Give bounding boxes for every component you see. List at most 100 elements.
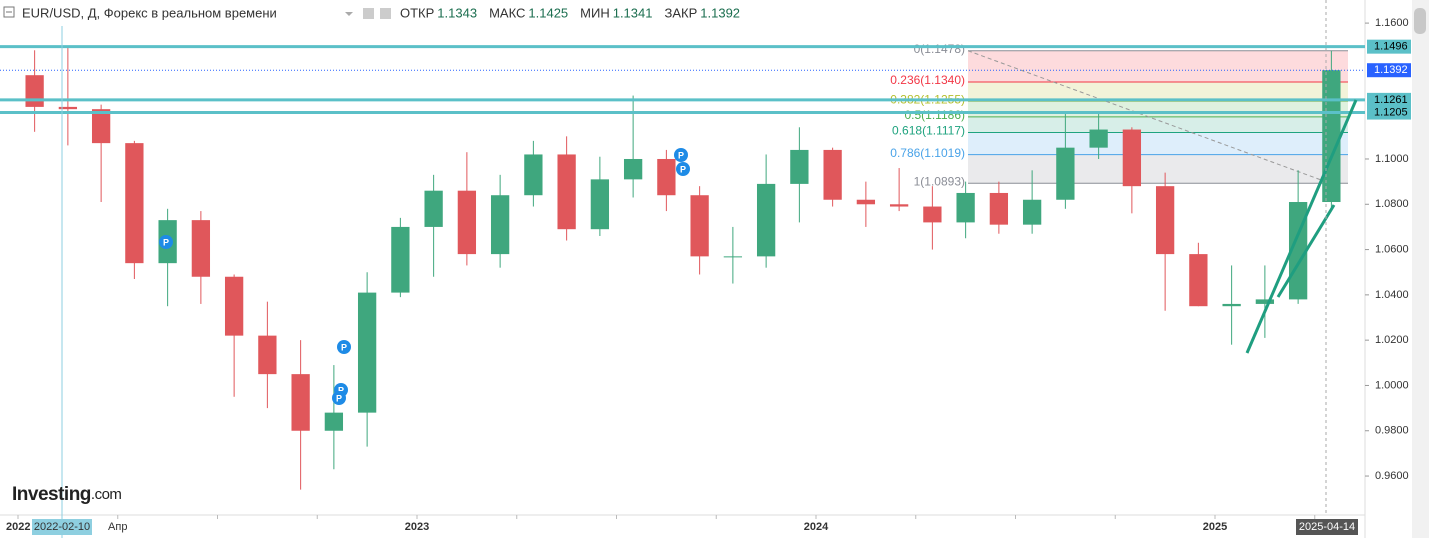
- header: EUR/USD, Д, Форекс в реальном времени ОТ…: [0, 0, 760, 26]
- event-marker-label: P: [338, 385, 344, 395]
- event-marker-label: P: [678, 150, 684, 160]
- ohlc-value: 1.1425: [528, 5, 568, 20]
- event-marker-label: P: [341, 342, 347, 352]
- candle-body: [1222, 303, 1241, 307]
- candle-body: [923, 206, 942, 223]
- candle-body: [723, 256, 743, 258]
- ohlc-value: 1.1341: [613, 5, 653, 20]
- y-tick-label: 1.1000: [1375, 153, 1409, 165]
- collapse-icon[interactable]: [3, 6, 15, 18]
- candle-body: [258, 335, 277, 375]
- level-tag: [1367, 92, 1411, 107]
- ohlc-label: ОТКР: [400, 5, 434, 20]
- candle-body: [457, 190, 477, 255]
- scrollbar[interactable]: [1412, 0, 1429, 538]
- candle-body: [524, 154, 543, 196]
- event-marker-label: P: [680, 164, 686, 174]
- fib-trend: [967, 50, 1331, 184]
- candle-body: [25, 75, 44, 107]
- event-marker-label: P: [163, 237, 169, 247]
- y-tick-label: 1.0800: [1375, 198, 1409, 210]
- current-price-label: 1.1392: [1374, 64, 1408, 76]
- candle-body: [357, 292, 377, 413]
- candle-body: [1322, 70, 1341, 203]
- level-label: 1.1261: [1374, 94, 1408, 106]
- fib-band: [968, 132, 1348, 155]
- candle-body: [1189, 254, 1208, 307]
- event-marker[interactable]: [159, 235, 173, 249]
- candle-body: [657, 158, 676, 196]
- level-tag: [1367, 39, 1411, 54]
- candle-body: [790, 149, 809, 184]
- last-date: 2025-04-14: [1299, 521, 1355, 533]
- candle-body: [557, 154, 576, 230]
- fib-label: 0(1.1478): [914, 42, 965, 56]
- level-label: 1.1205: [1374, 106, 1408, 118]
- event-marker[interactable]: [332, 391, 346, 405]
- ohlc-label: МИН: [580, 5, 610, 20]
- fib-band: [968, 50, 1348, 82]
- candle-body: [1122, 129, 1142, 187]
- candle-body: [756, 183, 776, 257]
- fib-label: 1(1.0893): [914, 174, 965, 188]
- candle-body: [956, 192, 975, 223]
- candle-body: [224, 276, 244, 336]
- level-label: 1.1496: [1374, 41, 1408, 53]
- trend-line: [1245, 99, 1358, 354]
- candle-body: [1056, 147, 1075, 200]
- event-marker-label: P: [336, 393, 342, 403]
- candle-body: [690, 195, 709, 257]
- fib-band: [968, 116, 1348, 133]
- candle-body: [191, 220, 211, 277]
- ohlc-label: ЗАКР: [664, 5, 697, 20]
- y-tick-label: 1.0400: [1375, 289, 1409, 301]
- settings-icon[interactable]: [363, 8, 374, 19]
- candle-body: [391, 226, 410, 293]
- ohlc-label: МАКС: [489, 5, 525, 20]
- fib-label: 0.236(1.1340): [890, 73, 965, 87]
- candle-body: [590, 179, 610, 230]
- x-tick-label: 2023: [405, 521, 429, 533]
- y-tick-label: 0.9800: [1375, 425, 1409, 437]
- event-marker[interactable]: [337, 340, 351, 354]
- candle-body: [856, 199, 876, 205]
- event-marker[interactable]: [676, 162, 690, 176]
- x-tick-label: 2024: [804, 521, 829, 533]
- current-price-tag: [1367, 63, 1411, 78]
- candle-body: [490, 195, 510, 255]
- level-tag: [1367, 105, 1411, 120]
- candle-body: [1155, 186, 1175, 255]
- compare-icon[interactable]: [380, 8, 391, 19]
- last-date-tag: [1296, 519, 1358, 535]
- logo-suffix: .com: [91, 486, 122, 503]
- candle-body: [1022, 199, 1042, 225]
- candle-body: [1255, 299, 1275, 304]
- logo-main: Investing: [12, 484, 91, 505]
- event-marker[interactable]: [674, 148, 688, 162]
- y-tick-label: 1.1600: [1375, 17, 1409, 29]
- trend-line: [1276, 204, 1336, 298]
- x-tick-label: Апр: [108, 521, 127, 533]
- crosshair-date: 2022-02-10: [34, 521, 90, 533]
- fib-label: 0.5(1.1186): [905, 108, 966, 122]
- logo: Investing.com: [12, 484, 122, 505]
- candle-body: [823, 149, 842, 200]
- y-tick-label: 1.0000: [1375, 379, 1409, 391]
- dropdown-arrow[interactable]: [345, 12, 353, 16]
- candle-body: [91, 109, 111, 144]
- fib-label: 0.618(1.1117): [892, 124, 965, 138]
- candle-body: [623, 158, 643, 180]
- fib-label: 0.786(1.1019): [890, 146, 965, 160]
- fib-band: [968, 154, 1348, 184]
- candle-body: [324, 412, 344, 431]
- candle-body: [291, 374, 310, 431]
- y-tick-label: 1.0600: [1375, 243, 1409, 255]
- candle-body: [889, 204, 909, 207]
- scroll-thumb[interactable]: [1414, 8, 1426, 34]
- candle-body: [989, 192, 1009, 225]
- fib-band: [968, 81, 1348, 102]
- symbol[interactable]: EUR/USD, Д, Форекс в реальном времени: [22, 5, 277, 20]
- candle-body: [58, 106, 78, 110]
